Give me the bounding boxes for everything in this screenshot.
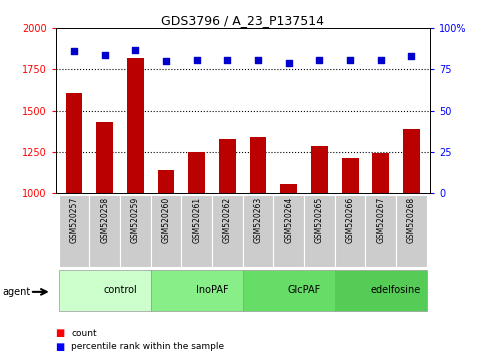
Text: GSM520263: GSM520263 <box>254 197 263 243</box>
Point <box>254 57 262 62</box>
Title: GDS3796 / A_23_P137514: GDS3796 / A_23_P137514 <box>161 14 324 27</box>
Text: edelfosine: edelfosine <box>371 285 421 295</box>
Bar <box>403 129 420 193</box>
Bar <box>335 270 427 311</box>
Bar <box>273 195 304 267</box>
Text: GSM520266: GSM520266 <box>346 197 355 243</box>
Bar <box>219 139 236 193</box>
Bar <box>89 195 120 267</box>
Text: InoPAF: InoPAF <box>196 285 228 295</box>
Bar <box>335 195 366 267</box>
Text: GSM520267: GSM520267 <box>376 197 385 243</box>
Bar <box>66 92 83 193</box>
Text: GSM520264: GSM520264 <box>284 197 293 243</box>
Bar <box>341 158 358 193</box>
Bar <box>250 137 267 193</box>
Bar <box>396 195 427 267</box>
Text: GSM520258: GSM520258 <box>100 197 109 243</box>
Text: GlcPAF: GlcPAF <box>287 285 321 295</box>
Text: GSM520265: GSM520265 <box>315 197 324 243</box>
Bar <box>311 146 328 193</box>
Point <box>285 60 293 66</box>
Text: count: count <box>71 329 97 338</box>
Point <box>315 57 323 62</box>
Point <box>162 58 170 64</box>
Text: agent: agent <box>2 287 30 297</box>
Bar <box>212 195 243 267</box>
Text: control: control <box>103 285 137 295</box>
Bar <box>157 170 174 193</box>
Text: ■: ■ <box>56 342 65 352</box>
Bar <box>120 195 151 267</box>
Text: GSM520257: GSM520257 <box>70 197 78 243</box>
Bar <box>188 152 205 193</box>
Text: GSM520268: GSM520268 <box>407 197 416 243</box>
Point <box>408 53 415 59</box>
Bar <box>243 270 335 311</box>
Text: GSM520262: GSM520262 <box>223 197 232 243</box>
Text: GSM520260: GSM520260 <box>161 197 170 243</box>
Bar <box>181 195 212 267</box>
Text: GSM520259: GSM520259 <box>131 197 140 243</box>
Bar <box>366 195 396 267</box>
Point <box>101 52 109 57</box>
Bar <box>304 195 335 267</box>
Bar <box>243 195 273 267</box>
Bar <box>372 153 389 193</box>
Bar <box>58 195 89 267</box>
Point <box>193 57 200 62</box>
Bar <box>58 270 151 311</box>
Bar <box>151 195 181 267</box>
Point <box>224 57 231 62</box>
Bar <box>280 184 297 193</box>
Point <box>346 57 354 62</box>
Point <box>70 48 78 54</box>
Point <box>131 47 139 52</box>
Point <box>377 57 384 62</box>
Bar <box>127 58 144 193</box>
Text: GSM520261: GSM520261 <box>192 197 201 243</box>
Text: percentile rank within the sample: percentile rank within the sample <box>71 342 224 352</box>
Bar <box>151 270 243 311</box>
Text: ■: ■ <box>56 329 65 338</box>
Bar <box>96 122 113 193</box>
